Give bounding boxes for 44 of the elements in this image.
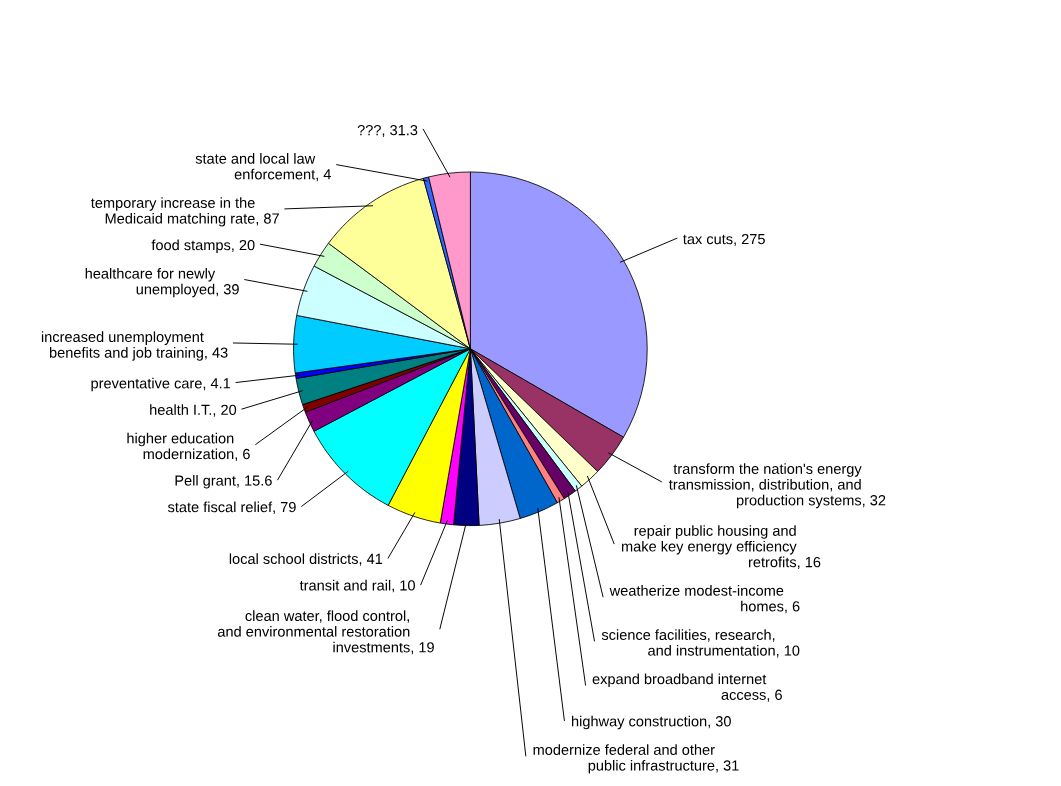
data-label: , 39 xyxy=(216,284,239,297)
slice-label: ??? xyxy=(357,124,381,136)
data-label: , 20 xyxy=(213,404,237,417)
slice-label: clean water, flood control, and environmental restoration investments xyxy=(217,610,410,653)
data-label: , 4.1 xyxy=(203,378,231,391)
slice-label: tax cuts xyxy=(683,234,733,245)
data-label: , 6 xyxy=(235,448,250,461)
data-label: , 6 xyxy=(767,689,782,702)
slice-label: food stamps xyxy=(151,239,231,254)
data-label: , 4 xyxy=(316,169,331,182)
slice-label: transit and rail xyxy=(299,579,391,591)
data-label: , 41 xyxy=(359,553,383,566)
slice-label: health I.T. xyxy=(150,404,212,415)
data-label: , 16 xyxy=(797,556,821,570)
slice-label: preventative care xyxy=(91,377,202,392)
slice-label: highway construction xyxy=(572,715,707,730)
slice-label: Pell grant xyxy=(175,475,236,489)
slice-label: state fiscal relief xyxy=(167,501,273,513)
data-label: , 10 xyxy=(776,645,800,658)
data-label: , 87 xyxy=(256,213,279,226)
data-label: , 6 xyxy=(785,601,800,614)
data-label: , 32 xyxy=(862,495,886,508)
slice-label: transform the nation's energy transmission, distribution, and production systems xyxy=(668,463,862,509)
slice-label: state and local law enforcement xyxy=(195,153,316,180)
data-label: , 30 xyxy=(708,716,731,729)
data-label: , 43 xyxy=(205,347,228,360)
data-label: , 79 xyxy=(273,501,296,514)
slice-label: increased unemployment benefits and job training xyxy=(41,331,204,361)
slice-label: expand broadband internet access xyxy=(592,673,767,700)
slice-label: science facilities, research, and instrumentation xyxy=(601,629,775,656)
data-label: , 15.6 xyxy=(237,475,272,488)
data-label: , 10 xyxy=(392,580,415,593)
slice-label: higher education modernization xyxy=(127,432,234,460)
data-label: , 31 xyxy=(716,760,739,773)
data-label: , 275 xyxy=(734,233,765,246)
data-label: , 20 xyxy=(232,239,255,252)
data-label: , 31.3 xyxy=(382,124,418,137)
data-label: , 19 xyxy=(411,642,434,655)
slice-label: healthcare for newly unemployed xyxy=(85,268,216,298)
slice-label: repair public housing and make key energy efficiency retrofits xyxy=(621,525,797,568)
slice-label: weatherize modest-income homes xyxy=(609,585,784,612)
slice-label: local school districts xyxy=(229,553,358,565)
slice-label: temporary increase in the Medicaid matching rate xyxy=(90,197,255,227)
slice-label: modernize federal and other public infrastructure xyxy=(533,744,715,774)
